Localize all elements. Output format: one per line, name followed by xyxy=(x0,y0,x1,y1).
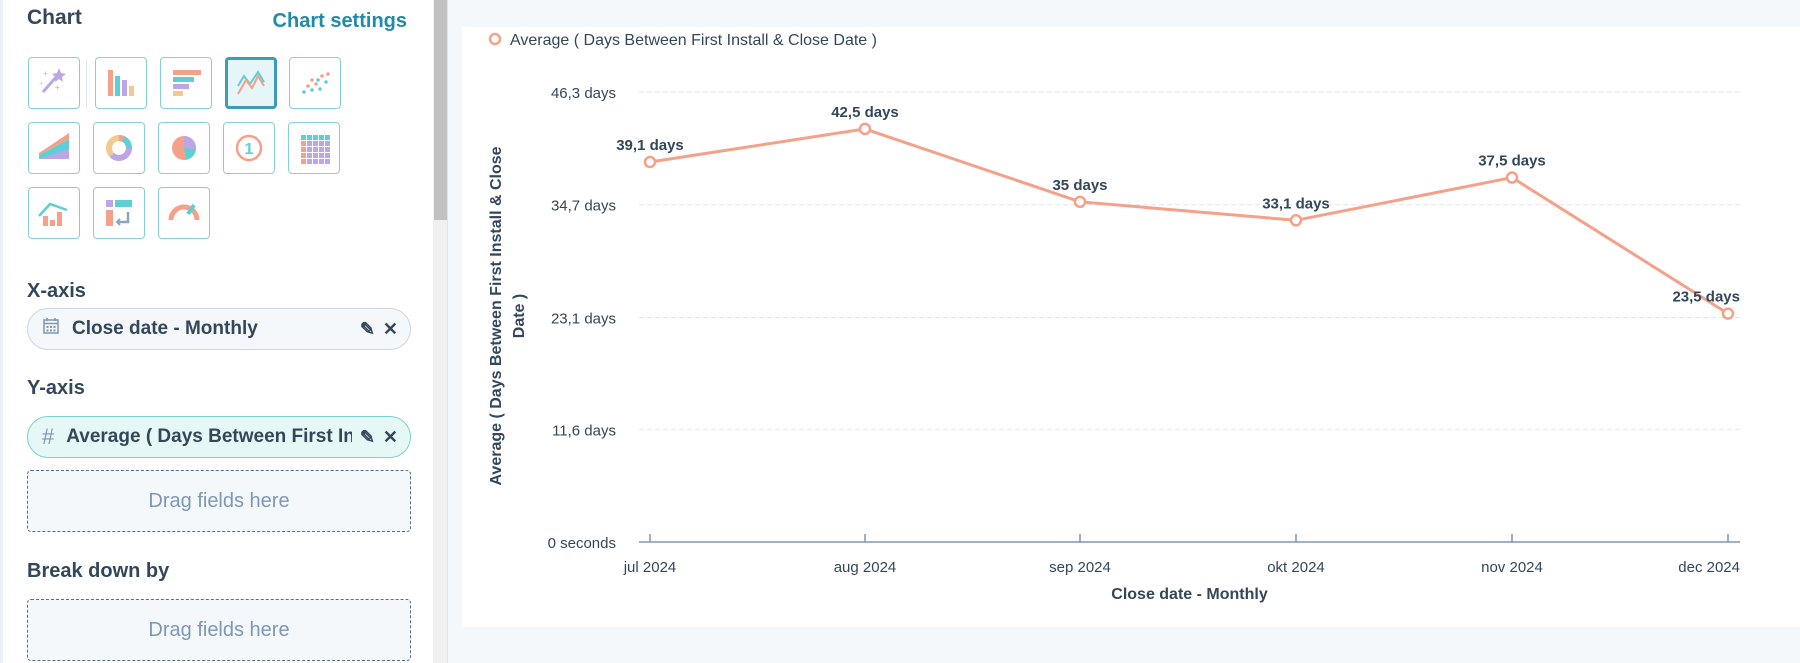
y-tick-label: 46,3 days xyxy=(551,85,616,102)
legend-marker xyxy=(488,32,502,46)
divider xyxy=(86,60,87,108)
pivot-table-chart-icon xyxy=(301,135,330,164)
data-label: 33,1 days xyxy=(1262,195,1330,212)
x-tick-label: jul 2024 xyxy=(623,559,677,576)
yaxis-field-pill[interactable]: # Average ( Days Between First Install &… xyxy=(27,416,411,458)
chart-settings-link[interactable]: Chart settings xyxy=(272,10,407,32)
svg-text:1: 1 xyxy=(245,141,254,158)
chart-type-pivot-table-button[interactable] xyxy=(288,122,340,174)
data-point xyxy=(1721,307,1735,320)
x-tick-label: sep 2024 xyxy=(1049,559,1111,576)
data-point xyxy=(858,122,872,136)
edit-pencil-icon[interactable]: ✎ xyxy=(359,318,375,339)
legend-label: Average ( Days Between First Install & C… xyxy=(510,32,877,49)
chart-type-horizontal-bar-button[interactable] xyxy=(160,57,212,109)
calendar-icon xyxy=(42,317,60,341)
combo-chart-icon xyxy=(38,202,68,226)
hash-icon: # xyxy=(42,424,55,449)
chart-type-sankey-button[interactable] xyxy=(93,187,145,239)
y-axis-title: Date ) xyxy=(511,294,528,338)
data-label: 23,5 days xyxy=(1672,289,1740,306)
x-axis-title: Close date - Monthly xyxy=(1111,586,1268,603)
breakdown-drop-zone[interactable]: Drag fields here xyxy=(27,599,411,661)
horizontal-bar-chart-icon xyxy=(173,70,201,96)
edit-pencil-icon[interactable]: ✎ xyxy=(359,426,375,447)
sankey-chart-icon xyxy=(106,200,132,226)
area-chart-icon xyxy=(39,133,69,159)
line-chart: Average ( Days Between First Install & C… xyxy=(488,32,1740,603)
remove-close-icon[interactable]: ✕ xyxy=(382,318,398,339)
yaxis-heading: Y-axis xyxy=(27,377,85,399)
chart-type-combo-button[interactable] xyxy=(28,187,80,239)
panel-scrollbar[interactable] xyxy=(433,0,448,663)
y-axis-title: Average ( Days Between First Install & C… xyxy=(488,146,505,485)
svg-text:+: + xyxy=(55,83,60,92)
xaxis-field-pill[interactable]: Close date - Monthly ✎ ✕ xyxy=(27,308,411,350)
chart-type-line-button[interactable] xyxy=(225,57,277,109)
remove-close-icon[interactable]: ✕ xyxy=(382,426,398,447)
chart-type-gauge-button[interactable] xyxy=(158,187,210,239)
chart-type-vertical-bar-button[interactable] xyxy=(95,57,147,109)
y-tick-label: 11,6 days xyxy=(552,422,616,439)
data-point xyxy=(1073,195,1087,209)
chart-type-magic-wand-button[interactable]: + + + xyxy=(28,57,80,109)
x-tick-label: okt 2024 xyxy=(1267,559,1325,576)
pie-chart-icon xyxy=(172,135,197,160)
gauge-chart-icon xyxy=(168,203,200,221)
data-label: 39,1 days xyxy=(616,137,684,154)
xaxis-field-label: Close date - Monthly xyxy=(72,318,258,339)
chart-config-panel: Chart Chart settings + + +1 X-axis Close d… xyxy=(0,0,433,663)
data-point xyxy=(1289,214,1303,227)
scrollbar-thumb[interactable] xyxy=(434,0,447,220)
chart-card: Average ( Days Between First Install & C… xyxy=(462,27,1800,627)
vertical-bar-chart-icon xyxy=(108,70,134,96)
data-label: 35 days xyxy=(1052,177,1107,194)
line-chart-icon xyxy=(237,70,265,95)
magic-wand-chart-icon: ++ + xyxy=(39,68,66,93)
chart-type-pie-button[interactable] xyxy=(158,122,210,174)
chart-type-summary-button[interactable]: 1 xyxy=(223,122,275,174)
x-tick-label: aug 2024 xyxy=(834,559,897,576)
y-tick-label: 23,1 days xyxy=(551,310,616,327)
data-point xyxy=(1505,171,1519,184)
chart-type-scatter-button[interactable] xyxy=(289,57,341,109)
data-label: 37,5 days xyxy=(1478,153,1546,170)
panel-title: Chart xyxy=(27,6,82,29)
series-line xyxy=(649,127,1729,315)
x-tick-label: dec 2024 xyxy=(1678,559,1740,576)
svg-text:+: + xyxy=(43,69,48,78)
y-tick-label: 34,7 days xyxy=(551,198,616,215)
y-tick-label: 0 seconds xyxy=(548,535,616,552)
data-point xyxy=(643,155,657,169)
x-tick-label: nov 2024 xyxy=(1481,559,1543,576)
data-label: 42,5 days xyxy=(831,104,899,121)
yaxis-field-label: Average ( Days Between First Install & C… xyxy=(66,426,352,447)
donut-chart-icon xyxy=(106,135,132,161)
breakdown-heading: Break down by xyxy=(27,560,170,582)
chart-type-area-button[interactable] xyxy=(28,122,80,174)
yaxis-drop-zone[interactable]: Drag fields here xyxy=(27,470,411,532)
svg-text:+: + xyxy=(39,79,44,88)
scatter-chart-icon xyxy=(302,72,330,94)
xaxis-heading: X-axis xyxy=(27,280,86,302)
summary-chart-icon: 1 xyxy=(235,134,263,162)
chart-type-donut-button[interactable] xyxy=(93,122,145,174)
